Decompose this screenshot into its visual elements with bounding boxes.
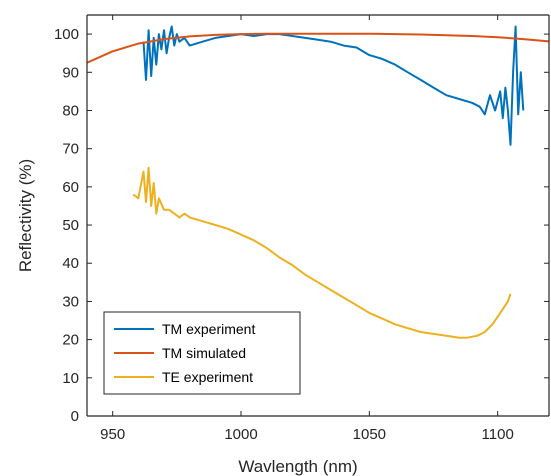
y-tick-label: 90 (62, 64, 79, 81)
series-line-2 (87, 32, 549, 64)
y-tick-label: 30 (62, 293, 79, 310)
axes-layer (86, 14, 550, 417)
ticks-layer: 950 1000 1050 1100 0 10 20 30 40 50 60 70 80 90 100 (54, 15, 549, 443)
x-axis-title: Wavlength (nm) (238, 457, 357, 476)
x-tick-label: 950 (100, 426, 125, 443)
y-axis-title: Reflectivity (%) (16, 159, 35, 272)
y-tick-label: 20 (62, 332, 79, 349)
series-line-3 (132, 166, 512, 339)
legend-entry: TE experiment (162, 369, 253, 385)
y-tick-label: 70 (62, 141, 79, 158)
y-tick-label: 60 (62, 179, 79, 196)
legend-entry: TM experiment (162, 321, 255, 337)
y-tick-label: 80 (62, 102, 79, 119)
legend: TM experiment TM simulated TE experiment (103, 311, 301, 395)
y-tick-label: 0 (71, 408, 79, 425)
series-layer (87, 25, 549, 339)
y-tick-label: 100 (54, 26, 79, 43)
x-tick-label: 1100 (482, 426, 514, 443)
x-tick-label: 1050 (353, 426, 386, 443)
x-tick-label: 1000 (224, 426, 257, 443)
series-line-1 (142, 25, 525, 146)
y-tick-label: 10 (62, 370, 79, 387)
legend-entry: TM simulated (162, 345, 246, 361)
y-tick-label: 40 (62, 255, 79, 272)
y-tick-label: 50 (62, 217, 79, 234)
